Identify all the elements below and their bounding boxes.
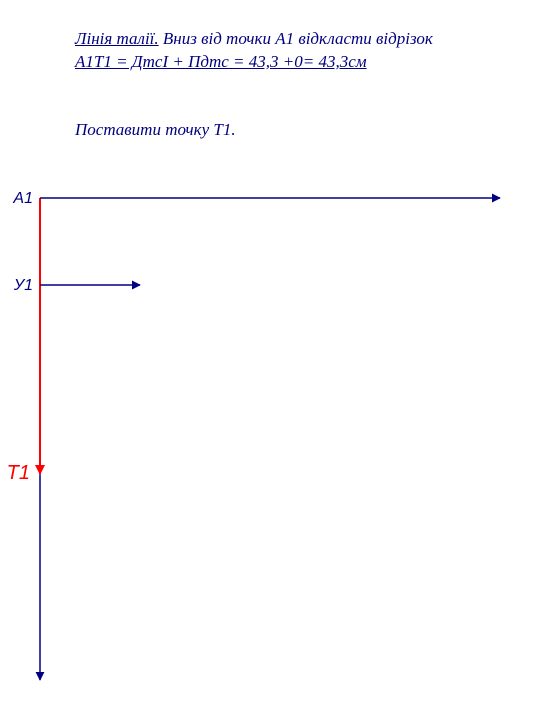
diagram-svg [0,0,540,720]
diagram-page: Лінія талії. Вниз від точки А1 відкласти… [0,0,540,720]
